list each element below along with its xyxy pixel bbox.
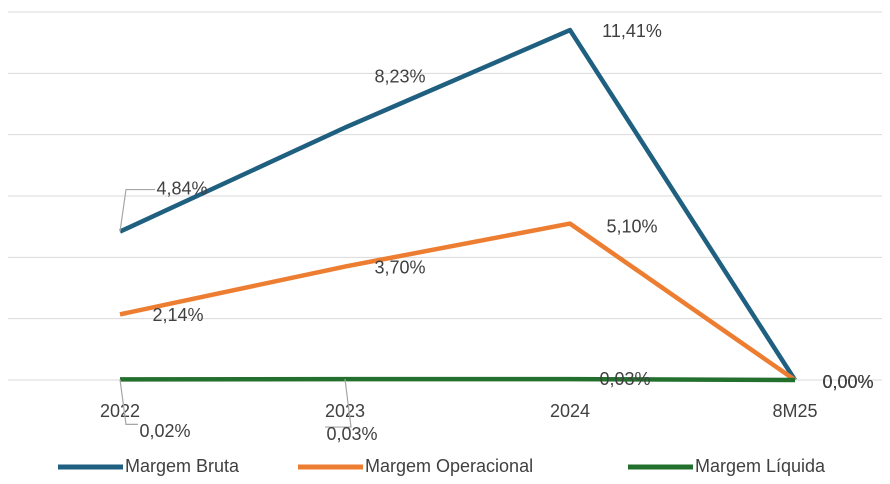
x-tick-label: 2024 <box>550 401 590 421</box>
data-label: 11,41% <box>602 21 662 41</box>
leader-line <box>325 379 352 428</box>
data-label: 0,00% <box>822 372 873 392</box>
data-label: 0,02% <box>139 421 190 441</box>
legend-label: Margem Líquida <box>695 456 826 476</box>
data-label: 2,14% <box>152 305 203 325</box>
legend-label: Margem Operacional <box>365 456 533 476</box>
data-label: 8,23% <box>374 66 425 86</box>
data-label: 3,70% <box>374 257 425 277</box>
data-label: 0,03% <box>599 369 650 389</box>
data-label: 5,10% <box>606 216 657 236</box>
data-label: 4,84% <box>156 178 207 198</box>
data-label: 0,00% <box>822 372 873 392</box>
series-line <box>119 27 797 382</box>
x-tick-label: 2022 <box>100 401 140 421</box>
series-line <box>119 376 796 383</box>
legend-label: Margem Bruta <box>125 456 240 476</box>
leader-line <box>119 188 155 232</box>
series-line <box>119 221 797 382</box>
data-label: 0,03% <box>326 424 377 444</box>
leader-line <box>119 379 138 425</box>
x-tick-label: 8M25 <box>772 401 817 421</box>
data-label: 0,00% <box>822 372 873 392</box>
x-tick-label: 2023 <box>325 401 365 421</box>
